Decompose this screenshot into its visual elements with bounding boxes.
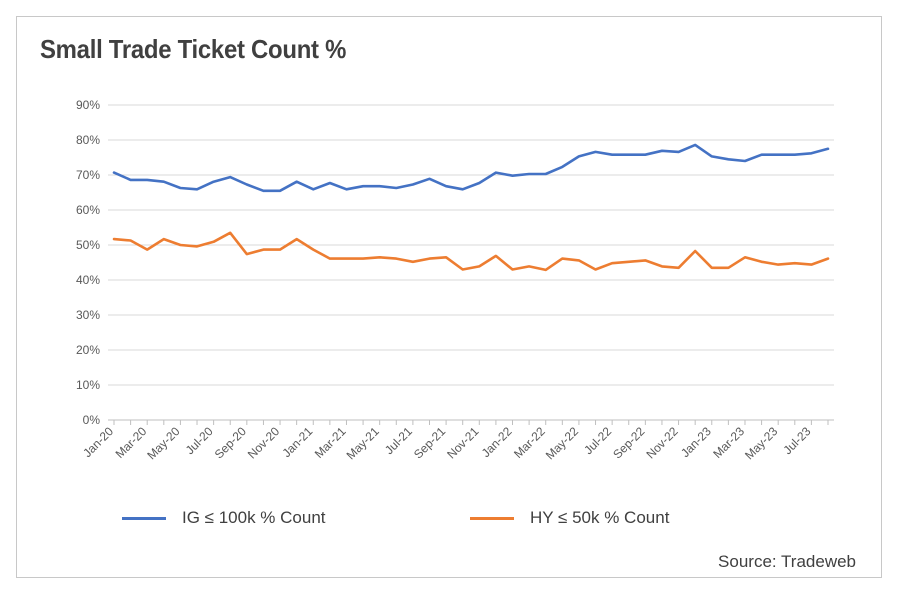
y-tick-label: 90%: [76, 98, 100, 112]
x-tick-label: Jan-22: [479, 424, 515, 460]
y-tick-label: 50%: [76, 238, 100, 252]
x-tick-label: Jan-23: [678, 424, 714, 460]
y-tick-label: 20%: [76, 343, 100, 357]
x-tick-label: Nov-21: [444, 424, 481, 461]
x-tick-label: Mar-21: [312, 424, 349, 461]
x-tick-label: Sep-21: [411, 424, 448, 461]
series-line-hy: [112, 231, 830, 272]
x-tick-label: May-21: [344, 424, 382, 462]
source-note: Source: Tradeweb: [718, 552, 856, 571]
y-tick-label: 80%: [76, 133, 100, 147]
legend-swatch-ig: [122, 516, 166, 520]
x-tick-label: May-23: [742, 424, 780, 462]
legend-label-hy: HY ≤ 50k % Count: [530, 508, 670, 527]
x-tick-label: Nov-20: [245, 424, 282, 461]
legend-label-ig: IG ≤ 100k % Count: [182, 508, 326, 527]
x-tick-label: Sep-20: [212, 424, 249, 461]
x-tick-label: Nov-22: [643, 424, 680, 461]
x-tick-label: Jan-21: [280, 424, 316, 460]
chart-title: Small Trade Ticket Count %: [40, 34, 347, 64]
series-line-ig: [112, 143, 830, 193]
chart-frame: [16, 16, 882, 578]
y-tick-label: 70%: [76, 168, 100, 182]
x-tick-label: Sep-22: [610, 424, 647, 461]
y-tick-label: 30%: [76, 308, 100, 322]
y-tick-label: 0%: [83, 413, 101, 427]
legend-item-ig: IG ≤ 100k % Count: [122, 508, 326, 528]
x-tick-label: Mar-20: [113, 424, 150, 461]
legend-swatch-hy: [470, 516, 514, 520]
y-tick-label: 60%: [76, 203, 100, 217]
x-tick-label: Mar-22: [511, 424, 548, 461]
x-tick-label: May-20: [144, 424, 182, 462]
y-tick-label: 10%: [76, 378, 100, 392]
x-tick-label: Jan-20: [80, 424, 116, 460]
x-tick-label: Mar-23: [710, 424, 747, 461]
y-tick-label: 40%: [76, 273, 100, 287]
legend-item-hy: HY ≤ 50k % Count: [470, 508, 669, 528]
x-tick-label: May-22: [543, 424, 581, 462]
x-tick-label: Jul-23: [781, 424, 814, 457]
